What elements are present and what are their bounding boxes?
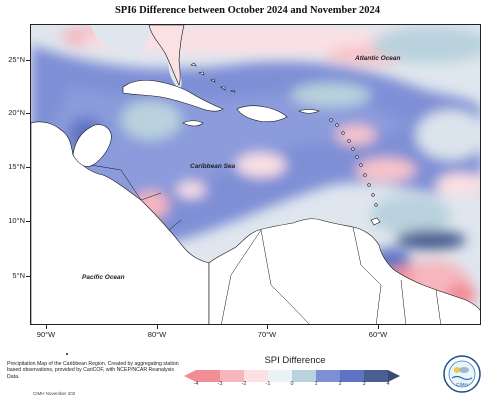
legend-swatch <box>316 370 340 382</box>
logo-text: CIMH <box>456 382 468 387</box>
lat-tick <box>26 276 30 277</box>
country-boundaries <box>90 164 441 324</box>
legend-arrow-left <box>184 370 196 382</box>
legend-arrow-right <box>388 370 400 382</box>
legend-swatch <box>244 370 268 382</box>
pacific-ocean-label: Pacific Ocean <box>82 274 125 281</box>
caribbean-sea-label: Caribbean Sea <box>190 163 236 170</box>
lon-tick <box>157 325 158 329</box>
lat-label-25n: 25°N <box>8 55 25 64</box>
lat-label-15n: 15°N <box>8 162 25 171</box>
legend-swatch <box>220 370 244 382</box>
cloud-icon <box>459 367 469 373</box>
map-description: Precipitation Map of the Caribbean Regio… <box>7 361 179 380</box>
lon-tick <box>267 325 268 329</box>
legend-tick: 2 <box>338 381 342 387</box>
sun-icon <box>454 367 460 373</box>
cimh-logo: CIMH <box>443 355 481 393</box>
spi-map-canvas <box>31 25 480 324</box>
wave-icon <box>451 375 473 381</box>
legend-tick: 0 <box>290 381 294 387</box>
lon-label-60w: 60°W <box>368 330 388 339</box>
map-title: SPI6 Difference between October 2024 and… <box>114 5 381 16</box>
legend-tick: -1 <box>265 381 271 387</box>
legend-title: SPI Difference <box>264 355 326 366</box>
spi-anomaly-field <box>31 26 480 310</box>
legend-tick: -3 <box>217 381 223 387</box>
spi-map <box>30 24 481 325</box>
credit-text: CIMH November 202 <box>33 391 76 396</box>
bullet-dot <box>66 353 68 355</box>
lat-tick <box>26 60 30 61</box>
lon-label-70w: 70°W <box>257 330 277 339</box>
lat-tick <box>26 221 30 222</box>
legend-swatch <box>268 370 292 382</box>
legend-tick: -4 <box>193 381 199 387</box>
legend-colorbar <box>184 369 400 387</box>
lon-tick <box>46 325 47 329</box>
legend-swatch <box>340 370 364 382</box>
lat-label-5n: 5°N <box>12 271 25 280</box>
legend-swatch <box>196 370 220 382</box>
landmasses <box>31 25 480 324</box>
legend-tick: 1 <box>314 381 318 387</box>
lon-label-80w: 80°W <box>147 330 167 339</box>
legend-swatch <box>364 370 388 382</box>
legend-swatch <box>292 370 316 382</box>
lat-tick <box>26 167 30 168</box>
lat-label-20n: 20°N <box>8 108 25 117</box>
legend-tick: 4 <box>386 381 390 387</box>
lon-tick <box>378 325 379 329</box>
lat-label-10n: 10°N <box>8 216 25 225</box>
lon-label-90w: 90°W <box>36 330 56 339</box>
legend-tick: 3 <box>362 381 366 387</box>
legend-tick: -2 <box>241 381 247 387</box>
lat-tick <box>26 113 30 114</box>
atlantic-ocean-label: Atlantic Ocean <box>355 55 401 62</box>
